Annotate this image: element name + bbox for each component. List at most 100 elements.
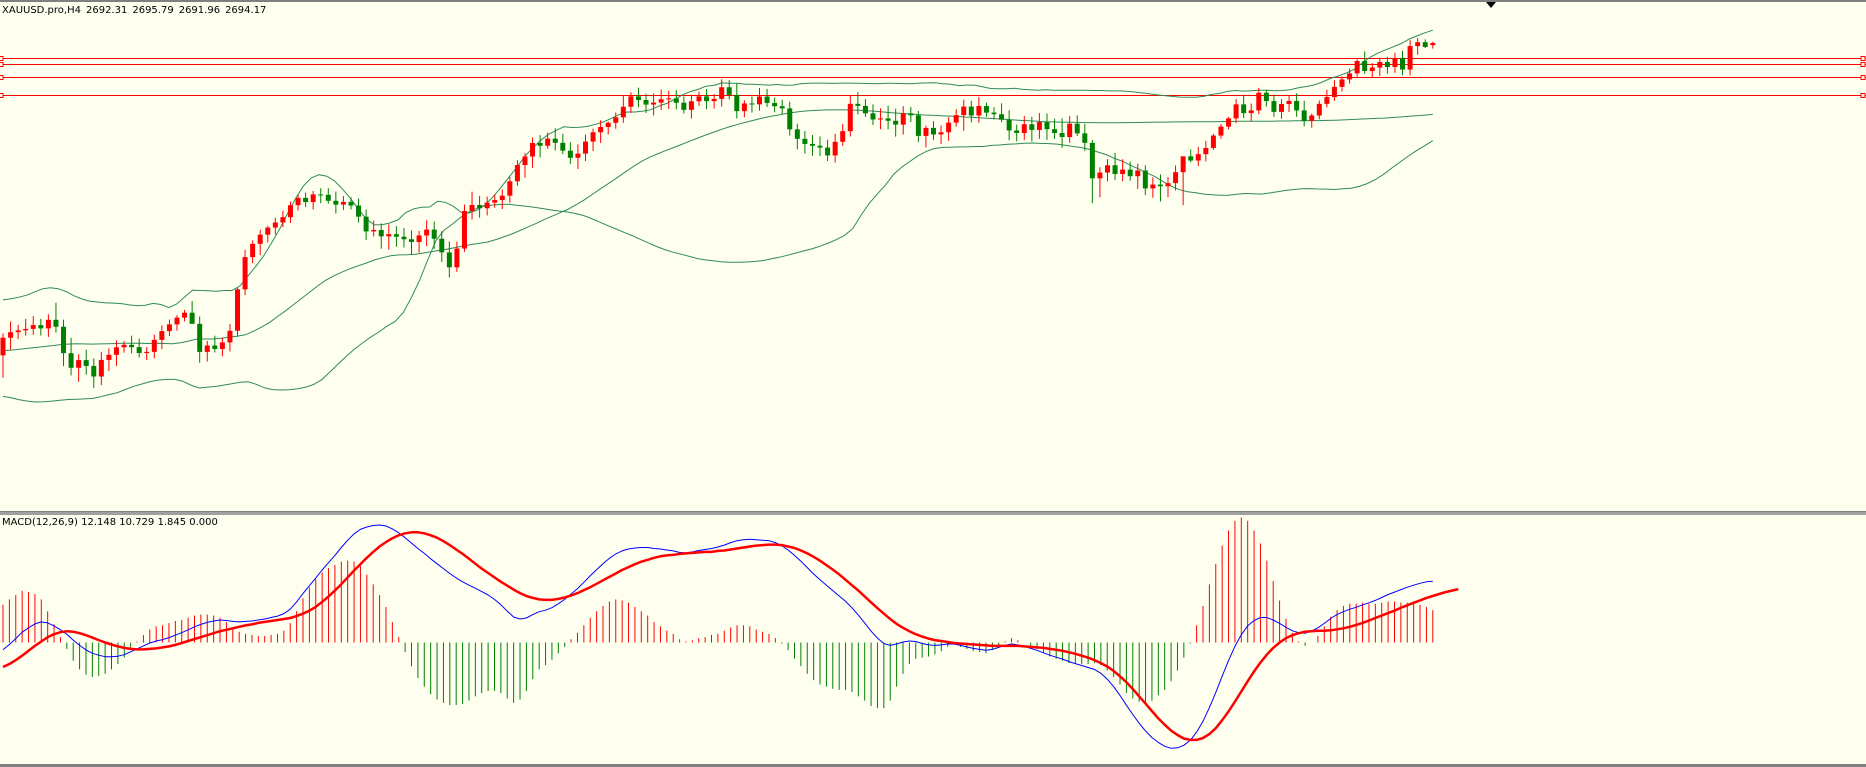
level-handle-left <box>0 56 4 61</box>
bear-candle-body <box>809 143 815 146</box>
bear-candle-body <box>325 194 331 201</box>
bear-candle-body <box>1271 101 1277 112</box>
bull-candle-body <box>741 103 747 112</box>
bear-candle-body <box>855 103 861 106</box>
price-pane-label: XAUUSD.pro,H4 2692.31 2695.79 2691.96 2694.1… <box>2 5 271 16</box>
bull-candle-body <box>1256 92 1262 111</box>
bear-candle-body <box>1301 110 1307 121</box>
bull-candle-body <box>545 138 551 146</box>
chart-shift-marker-icon[interactable] <box>1486 2 1496 8</box>
bear-candle-body <box>1422 42 1428 47</box>
bull-candle-body <box>938 132 944 135</box>
bull-candle-body <box>1173 172 1179 184</box>
ohlc-high: 2695.79 <box>132 5 174 16</box>
bear-candle-body <box>348 201 354 206</box>
bear-candle-body <box>83 360 89 366</box>
ohlc-open: 2692.31 <box>85 5 128 16</box>
bull-candle-body <box>1309 115 1315 121</box>
bull-candle-body <box>1210 135 1216 148</box>
subwindow-splitter[interactable] <box>0 511 1866 515</box>
bear-candle-body <box>136 347 142 353</box>
bull-candle-body <box>166 324 172 332</box>
level-handle-left <box>0 75 4 80</box>
bull-candle-body <box>1347 73 1353 80</box>
bull-candle-body <box>1286 100 1292 105</box>
bear-candle-body <box>1362 61 1368 72</box>
bull-candle-body <box>1316 103 1322 116</box>
bull-candle-body <box>1278 104 1284 112</box>
bull-candle-body <box>76 360 82 368</box>
bull-candle-body <box>242 257 248 290</box>
price-chart[interactable] <box>0 0 1866 511</box>
bear-candle-body <box>1029 124 1035 130</box>
bear-candle-body <box>787 108 793 130</box>
bull-candle-body <box>454 248 460 268</box>
bear-candle-body <box>1142 170 1148 189</box>
bear-candle-body <box>1384 61 1390 68</box>
bear-candle-body <box>870 113 876 120</box>
bull-candle-body <box>174 317 180 325</box>
bear-candle-body <box>1127 169 1133 177</box>
macd-chart[interactable] <box>0 515 1866 764</box>
bear-candle-body <box>779 106 785 109</box>
bull-candle-body <box>688 101 694 110</box>
bull-candle-body <box>583 141 589 154</box>
bull-candle-body <box>1203 147 1209 155</box>
bear-candle-body <box>567 150 573 158</box>
bear-candle-body <box>409 239 415 242</box>
bear-candle-body <box>477 204 483 209</box>
bear-candle-body <box>356 205 362 217</box>
bear-candle-body <box>764 96 770 103</box>
bull-candle-body <box>106 354 112 360</box>
bear-candle-body <box>825 147 831 156</box>
bull-candle-body <box>159 331 165 340</box>
bear-candle-body <box>885 118 891 121</box>
bull-candle-body <box>8 332 14 338</box>
bull-candle-body <box>507 181 513 196</box>
bull-candle-body <box>1248 110 1254 114</box>
bear-candle-body <box>53 319 59 327</box>
bull-candle-body <box>628 96 634 107</box>
bull-candle-body <box>923 127 929 136</box>
bear-candle-body <box>197 323 203 352</box>
bear-candle-body <box>1157 184 1163 187</box>
bear-candle-body <box>1059 132 1065 138</box>
bollinger-lower-band <box>2 140 1434 403</box>
bull-candle-body <box>98 359 104 377</box>
bear-candle-body <box>1014 130 1020 133</box>
bull-candle-body <box>0 337 6 356</box>
signal-line <box>2 531 1459 742</box>
bull-candle-body <box>953 115 959 123</box>
bull-candle-body <box>696 96 702 102</box>
bollinger-upper-band <box>2 29 1433 309</box>
bull-candle-body <box>484 202 490 209</box>
bull-candle-body <box>287 205 293 218</box>
bull-candle-body <box>719 87 725 99</box>
bull-candle-body <box>847 103 853 132</box>
bull-candle-body <box>469 204 475 212</box>
bear-candle-body <box>643 100 649 105</box>
bull-candle-body <box>1354 61 1360 74</box>
bear-candle-body <box>1263 92 1269 102</box>
bull-candle-body <box>1165 183 1171 187</box>
bear-candle-body <box>726 87 732 95</box>
bear-candle-body <box>333 200 339 205</box>
bull-candle-body <box>1120 169 1126 175</box>
bear-candle-body <box>908 113 914 116</box>
bull-candle-body <box>1180 156 1186 173</box>
bull-candle-body <box>522 156 528 166</box>
bear-candle-body <box>749 103 755 105</box>
bull-candle-body <box>424 229 430 236</box>
bear-candle-body <box>560 142 566 151</box>
bear-candle-body <box>999 114 1005 120</box>
bear-candle-body <box>1006 119 1012 131</box>
bear-candle-body <box>915 115 921 136</box>
bear-candle-body <box>212 345 218 349</box>
bear-candle-body <box>734 94 740 112</box>
bull-candle-body <box>590 132 596 142</box>
bull-candle-body <box>386 234 392 237</box>
bull-candle-body <box>711 98 717 102</box>
bull-candle-body <box>900 113 906 125</box>
bull-candle-body <box>23 328 29 331</box>
bear-candle-body <box>401 236 407 240</box>
